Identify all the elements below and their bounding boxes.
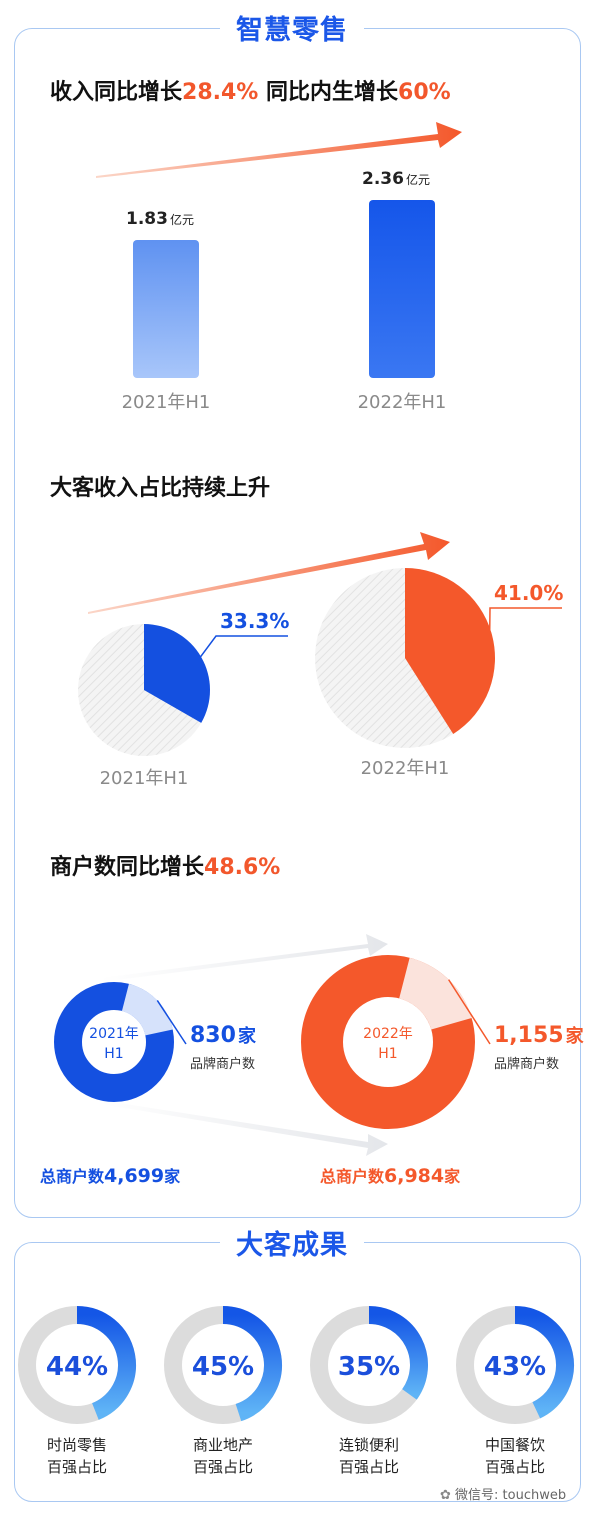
- pie-leader-line: [488, 607, 562, 634]
- donut-leader-line: [447, 979, 491, 1045]
- organic-growth-value: 60%: [398, 80, 451, 105]
- donut-total-label: 总商户数6,984家: [320, 1165, 461, 1187]
- ring-category-line2: 百强占比: [485, 1458, 545, 1476]
- pie-leader-line: [199, 635, 288, 659]
- pie-value-label: 33.3%: [220, 609, 289, 633]
- bar-value-label: 2.36 亿元: [362, 169, 430, 189]
- revenue-bar: [369, 199, 435, 378]
- bar-unit-label: 亿元: [406, 172, 430, 187]
- revenue-bar-chart: 1.83 亿元 2021年H1 2.36 亿元 2022年H1: [96, 122, 462, 413]
- ring-category-line2: 百强占比: [339, 1458, 399, 1476]
- donut-total-label: 总商户数4,699家: [40, 1165, 181, 1187]
- bar-unit-label: 亿元: [170, 212, 194, 227]
- donut-center-line1: 2021年: [89, 1026, 139, 1042]
- donut-brand-unit: 家: [238, 1025, 257, 1047]
- donut-brand-label: 品牌商户数: [190, 1056, 255, 1072]
- donut-leader-line: [156, 1000, 187, 1045]
- revenue-growth-value: 28.4%: [182, 80, 259, 105]
- bar-value-label: 1.83 亿元: [126, 209, 194, 229]
- ring-category-line1: 商业地产: [193, 1436, 253, 1454]
- watermark: ✿ 微信号: touchweb: [440, 1484, 566, 1503]
- smart-retail-title: 智慧零售: [220, 8, 364, 47]
- pie-value-label: 41.0%: [494, 581, 563, 605]
- watermark-text: 微信号: touchweb: [455, 1488, 567, 1503]
- ring-category-line1: 连锁便利: [339, 1436, 399, 1454]
- ring-value-arc: [514, 1306, 574, 1419]
- donut-total-unit: 家: [444, 1167, 461, 1186]
- revenue-bar: [133, 239, 199, 378]
- donut-brand-unit: 家: [566, 1025, 585, 1047]
- merchants-heading-prefix: 商户数同比增长: [50, 855, 205, 880]
- pie-slice: [144, 624, 210, 723]
- donut-center-line2: H1: [104, 1046, 123, 1062]
- donut-brand-segment: [398, 957, 472, 1031]
- ring-category-line1: 中国餐饮: [485, 1436, 545, 1454]
- donut-total-ring: [301, 955, 475, 1129]
- merchants-heading: 商户数同比增长48.6%: [50, 849, 280, 881]
- wechat-icon: ✿: [440, 1488, 451, 1503]
- merchant-growth-arrow-bottom: [100, 1100, 388, 1156]
- pie-category-label: 2021年H1: [100, 768, 189, 789]
- share-growth-arrow: [88, 532, 450, 614]
- donut-brand-count: 830 家: [190, 1023, 257, 1048]
- client-share-heading: 大客收入占比持续上升: [50, 476, 271, 501]
- bar-category-label: 2021年H1: [122, 392, 211, 413]
- donut-brand-segment: [121, 983, 173, 1037]
- growth-arrow: [96, 122, 462, 178]
- ring-value-label: 43%: [484, 1352, 546, 1382]
- donut-total-value: 6,984: [384, 1165, 444, 1187]
- ring-value-arc: [222, 1306, 282, 1422]
- donut-total-unit: 家: [164, 1167, 181, 1186]
- ring-value-arc: [368, 1306, 428, 1400]
- donut-total-value: 4,699: [104, 1165, 164, 1187]
- ring-value-label: 45%: [192, 1352, 254, 1382]
- key-client-title: 大客成果: [220, 1223, 364, 1262]
- merchants-growth-value: 48.6%: [204, 855, 281, 880]
- ring-category-line2: 百强占比: [47, 1458, 107, 1476]
- ring-value-label: 44%: [46, 1352, 108, 1382]
- bar-category-label: 2022年H1: [358, 392, 447, 413]
- donut-total-ring: [54, 982, 174, 1102]
- ring-value-arc: [76, 1306, 136, 1420]
- ring-category-line2: 百强占比: [193, 1458, 253, 1476]
- revenue-heading: 收入同比增长28.4% 同比内生增长60%: [50, 74, 451, 106]
- donut-brand-count: 1,155 家: [494, 1023, 585, 1048]
- pie-category-label: 2022年H1: [361, 758, 450, 779]
- ring-category-line1: 时尚零售: [47, 1436, 107, 1454]
- donut-center-line1: 2022年: [363, 1026, 413, 1042]
- donut-center-line2: H1: [378, 1046, 397, 1062]
- donut-brand-label: 品牌商户数: [494, 1056, 559, 1072]
- revenue-heading-mid: 同比内生增长: [258, 80, 399, 105]
- merchant-growth-arrow-top: [100, 934, 388, 982]
- revenue-heading-prefix: 收入同比增长: [50, 80, 183, 105]
- ring-value-label: 35%: [338, 1352, 400, 1382]
- client-share-pie-chart: 2021年H1 33.3% 2022年H1 41.0%: [78, 532, 563, 789]
- key-client-panel: [14, 1242, 581, 1502]
- pie-slice: [405, 568, 496, 734]
